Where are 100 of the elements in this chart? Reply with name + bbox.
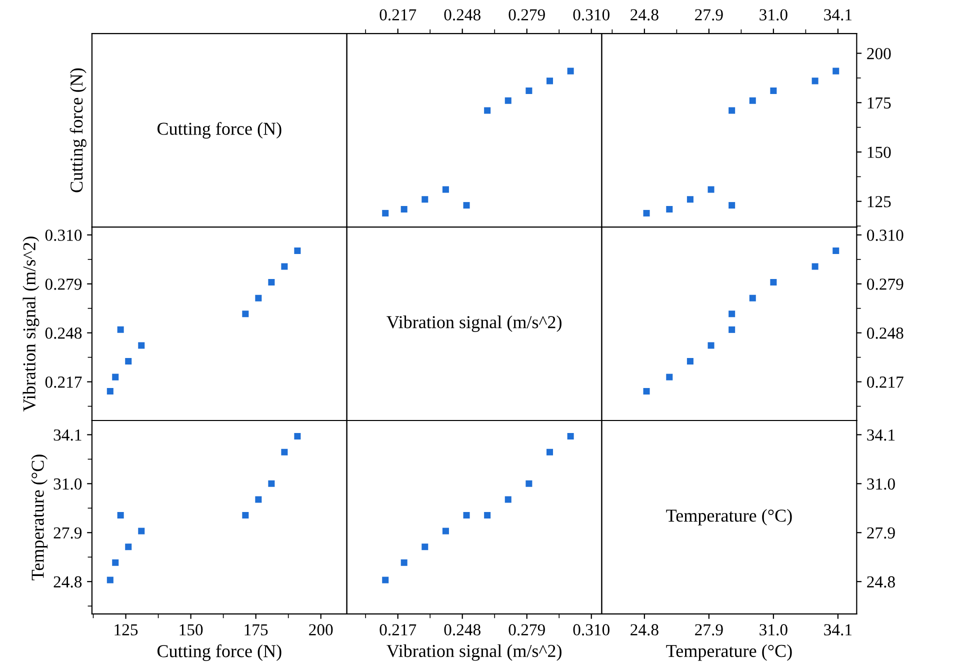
x-tick-label: 34.1 xyxy=(824,624,852,636)
y-tick-label: 27.9 xyxy=(54,527,82,539)
point xyxy=(255,496,262,503)
x-tick-label: 175 xyxy=(244,624,268,636)
point xyxy=(812,263,818,270)
x-tick-label: 125 xyxy=(114,624,138,636)
y-tick-label: 31.0 xyxy=(867,478,895,490)
annotation: Cutting force (N) xyxy=(157,122,282,139)
x-tick-label: 0.310 xyxy=(573,9,610,21)
point xyxy=(400,206,408,213)
point xyxy=(422,544,428,550)
y-axis-title: Cutting force (N) xyxy=(70,68,86,192)
x-tick-label: 31.0 xyxy=(760,9,788,21)
point xyxy=(812,78,818,84)
x-tick-label: 34.1 xyxy=(824,9,852,21)
y-tick-label: 125 xyxy=(868,196,891,208)
y-tick-label: 0.310 xyxy=(867,230,904,241)
point xyxy=(728,310,736,318)
point xyxy=(125,544,132,550)
x-tick-label: 27.9 xyxy=(695,624,723,636)
point xyxy=(567,68,574,74)
point xyxy=(686,196,694,203)
x-axis-title: Temperature (°C) xyxy=(666,644,792,661)
x-tick-label: 24.8 xyxy=(630,9,658,21)
x-tick-label: 0.248 xyxy=(444,9,480,21)
y-tick-label: 0.248 xyxy=(45,328,82,339)
point xyxy=(770,88,777,94)
y-tick-label: 0.217 xyxy=(867,376,904,388)
point xyxy=(526,88,532,94)
x-tick-label: 27.9 xyxy=(695,9,723,21)
point xyxy=(708,186,714,193)
annotation: Vibration signal (m/s^2) xyxy=(386,316,562,332)
point xyxy=(106,388,114,395)
point xyxy=(112,559,119,566)
annotation: Temperature (°C) xyxy=(666,509,792,526)
point xyxy=(382,210,389,216)
y-tick-label: 0.279 xyxy=(867,278,904,290)
point xyxy=(463,512,470,519)
y-tick-label: 24.8 xyxy=(867,576,895,588)
point xyxy=(504,496,512,503)
x-tick-label: 0.217 xyxy=(380,9,416,21)
y-tick-label: 0.248 xyxy=(867,328,904,339)
point xyxy=(138,528,145,534)
y-axis-title: Temperature (°C) xyxy=(31,454,48,580)
point xyxy=(463,202,470,209)
point xyxy=(484,512,491,519)
x-axis-title: Cutting force (N) xyxy=(157,644,282,661)
y-tick-label: 34.1 xyxy=(867,429,895,441)
point xyxy=(242,310,249,318)
point xyxy=(770,279,777,286)
point xyxy=(281,263,288,270)
point xyxy=(400,559,408,566)
point xyxy=(484,107,491,114)
x-tick-label: 200 xyxy=(309,624,333,636)
point xyxy=(546,78,554,84)
x-tick-label: 0.279 xyxy=(508,624,545,636)
y-axis-title: Vibration signal (m/s^2) xyxy=(22,236,40,412)
point xyxy=(832,68,840,74)
x-tick-label: 0.248 xyxy=(444,624,480,636)
point xyxy=(117,326,124,333)
y-tick-label: 200 xyxy=(867,48,891,60)
point xyxy=(728,326,736,333)
point xyxy=(643,210,650,216)
point xyxy=(666,374,673,380)
point xyxy=(281,448,288,456)
point xyxy=(268,480,275,487)
y-tick-label: 150 xyxy=(868,146,891,158)
y-tick-label: 24.8 xyxy=(54,576,82,588)
point xyxy=(749,294,756,302)
x-tick-label: 0.279 xyxy=(508,9,545,21)
point xyxy=(567,433,574,440)
x-tick-label: 0.217 xyxy=(380,624,416,636)
point xyxy=(643,388,650,395)
point xyxy=(442,186,449,193)
y-tick-label: 175 xyxy=(868,97,891,109)
point xyxy=(546,448,554,456)
point xyxy=(728,202,736,209)
point xyxy=(422,196,428,203)
y-tick-label: 0.217 xyxy=(45,376,82,388)
y-tick-label: 0.310 xyxy=(45,230,82,241)
x-tick-label: 0.310 xyxy=(573,624,610,636)
x-axis-title: Vibration signal (m/s^2) xyxy=(386,644,562,661)
point xyxy=(749,97,756,104)
y-tick-label: 31.0 xyxy=(54,478,82,490)
point xyxy=(255,294,262,302)
point xyxy=(708,342,714,349)
point xyxy=(117,512,124,519)
y-tick-label: 27.9 xyxy=(867,527,895,539)
point xyxy=(106,576,114,584)
y-tick-label: 0.279 xyxy=(45,278,82,290)
point xyxy=(268,279,275,286)
point xyxy=(138,342,145,349)
point xyxy=(442,528,449,534)
point xyxy=(242,512,249,519)
point xyxy=(294,433,301,440)
point xyxy=(832,247,840,254)
x-tick-label: 24.8 xyxy=(630,624,658,636)
point xyxy=(382,576,389,584)
y-tick-label: 34.1 xyxy=(54,429,82,441)
point xyxy=(125,358,132,365)
